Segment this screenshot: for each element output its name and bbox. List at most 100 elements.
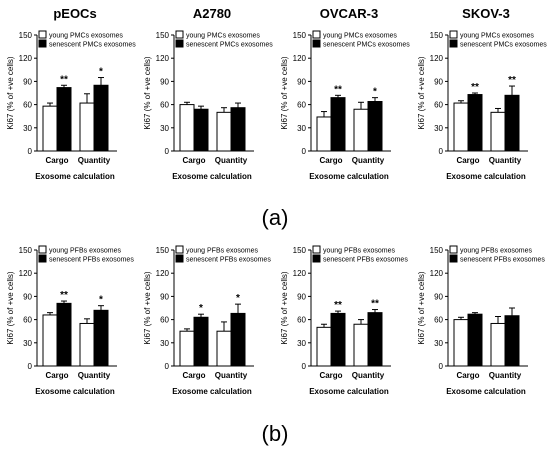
chart-6-bar-cargo-senescent xyxy=(193,316,209,367)
chart-1-bar-cargo-young xyxy=(42,105,58,152)
chart-6-bar-quantity-young xyxy=(216,330,232,367)
chart-4-significance-cargo: ** xyxy=(471,82,479,93)
chart-4-ytick-label: 90 xyxy=(434,77,443,86)
chart-1-ylabel: Ki67 (% of +ve cells) xyxy=(6,56,15,129)
chart-1-ytick-label: 120 xyxy=(19,54,33,63)
chart-2-legend-label-young: young PMCs exosomes xyxy=(186,33,260,40)
chart-2-xlabel: Exosome calculation xyxy=(172,172,252,181)
chart-7-xlabel: Exosome calculation xyxy=(309,387,389,396)
chart-1-legend-swatch-young xyxy=(38,30,47,39)
chart-2-ylabel: Ki67 (% of +ve cells) xyxy=(143,56,152,129)
chart-2-ytick-label: 60 xyxy=(160,101,169,110)
chart-3-ytick-label: 60 xyxy=(297,101,306,110)
chart-3-ytick-label: 30 xyxy=(297,124,306,133)
chart-5-ytick-label: 60 xyxy=(23,316,32,325)
chart-4-ytick-label: 30 xyxy=(434,124,443,133)
chart-7-category-quantity: Quantity xyxy=(352,371,385,380)
chart-4-xlabel: Exosome calculation xyxy=(446,172,526,181)
chart-7-ytick-label: 90 xyxy=(297,292,306,301)
chart-8-ytick-label: 30 xyxy=(434,339,443,348)
chart-1-bar-quantity-senescent xyxy=(93,84,109,152)
chart-8-ytick-label: 150 xyxy=(430,246,444,255)
chart-5-legend-label-young: young PFBs exosomes xyxy=(49,248,121,255)
chart-3-legend-label-young: young PMCs exosomes xyxy=(323,33,397,40)
panel-label-b: (b) xyxy=(262,421,289,446)
chart-4-legend-swatch-young xyxy=(449,30,458,39)
chart-5-ytick-label: 120 xyxy=(19,269,33,278)
chart-5-significance-quantity: * xyxy=(99,295,103,306)
chart-8-ylabel: Ki67 (% of +ve cells) xyxy=(417,271,426,344)
chart-4-significance-quantity: ** xyxy=(508,75,516,86)
chart-5-ytick-label: 150 xyxy=(19,246,33,255)
chart-2-legend-label-senescent: senescent PMCs exosomes xyxy=(186,42,273,49)
chart-4-bar-quantity-senescent xyxy=(504,94,520,152)
chart-7-bar-quantity-young xyxy=(353,323,369,367)
chart-7-legend-label-senescent: senescent PFBs exosomes xyxy=(323,257,408,264)
chart-5-bar-cargo-senescent xyxy=(56,302,72,367)
chart-6-ytick-label: 120 xyxy=(156,269,170,278)
chart-6-legend-label-senescent: senescent PFBs exosomes xyxy=(186,257,271,264)
chart-2-category-quantity: Quantity xyxy=(215,156,248,165)
chart-2-ytick-label: 120 xyxy=(156,54,170,63)
chart-6-xlabel: Exosome calculation xyxy=(172,387,252,396)
chart-5-significance-cargo: ** xyxy=(60,290,68,301)
chart-2-ytick-label: 90 xyxy=(160,77,169,86)
chart-8-ytick-label: 0 xyxy=(439,362,444,371)
chart-6-ylabel: Ki67 (% of +ve cells) xyxy=(143,271,152,344)
chart-3-ytick-label: 150 xyxy=(293,31,307,40)
panel-label-a: (a) xyxy=(262,205,289,230)
chart-8-bar-cargo-senescent xyxy=(467,313,483,367)
chart-4-bar-cargo-young xyxy=(453,102,469,152)
chart-6-ytick-label: 60 xyxy=(160,316,169,325)
chart-7-ytick-label: 60 xyxy=(297,316,306,325)
chart-1-ytick-label: 90 xyxy=(23,77,32,86)
chart-6-significance-cargo: * xyxy=(199,303,203,314)
chart-4-ytick-label: 60 xyxy=(434,101,443,110)
chart-3-legend-swatch-senescent xyxy=(312,39,321,48)
chart-6-ytick-label: 30 xyxy=(160,339,169,348)
chart-6-bar-quantity-senescent xyxy=(230,312,246,367)
chart-7-significance-quantity: ** xyxy=(371,299,379,310)
chart-7-bar-quantity-senescent xyxy=(367,312,383,367)
chart-1-ytick-label: 30 xyxy=(23,124,32,133)
chart-7-legend-swatch-young xyxy=(312,245,321,254)
chart-2-bar-quantity-young xyxy=(216,111,232,152)
chart-2-ytick-label: 150 xyxy=(156,31,170,40)
chart-3-ytick-label: 120 xyxy=(293,54,307,63)
chart-1-significance-cargo: ** xyxy=(60,74,68,85)
chart-4-ytick-label: 0 xyxy=(439,147,444,156)
chart-1-ytick-label: 150 xyxy=(19,31,33,40)
chart-7-significance-cargo: ** xyxy=(334,300,342,311)
chart-3-bar-quantity-young xyxy=(353,108,369,152)
chart-2-legend-swatch-senescent xyxy=(175,39,184,48)
chart-3-legend-label-senescent: senescent PMCs exosomes xyxy=(323,42,410,49)
chart-6-ytick-label: 150 xyxy=(156,246,170,255)
chart-7-bar-cargo-young xyxy=(316,326,332,367)
chart-4-bar-quantity-young xyxy=(490,111,506,152)
chart-1-ytick-label: 60 xyxy=(23,101,32,110)
chart-4-ytick-label: 150 xyxy=(430,31,444,40)
chart-5-bar-cargo-young xyxy=(42,314,58,367)
chart-8-legend-label-young: young PFBs exosomes xyxy=(460,248,532,255)
chart-5-ytick-label: 0 xyxy=(28,362,33,371)
chart-3-ytick-label: 0 xyxy=(302,147,307,156)
chart-5-xlabel: Exosome calculation xyxy=(35,387,115,396)
chart-6-legend-swatch-senescent xyxy=(175,254,184,263)
chart-8-category-quantity: Quantity xyxy=(489,371,522,380)
chart-3-category-quantity: Quantity xyxy=(352,156,385,165)
chart-2-category-cargo: Cargo xyxy=(182,156,205,165)
chart-4-legend-label-young: young PMCs exosomes xyxy=(460,33,534,40)
charts-layer: pEOCs 0 30 60 90 120 150 Ki67 (% of +ve cells) *… xyxy=(6,6,547,396)
chart-4-legend-label-senescent: senescent PMCs exosomes xyxy=(460,42,547,49)
chart-4-ylabel: Ki67 (% of +ve cells) xyxy=(417,56,426,129)
chart-1-bar-quantity-young xyxy=(79,102,95,152)
chart-1-xlabel: Exosome calculation xyxy=(35,172,115,181)
chart-3-xlabel: Exosome calculation xyxy=(309,172,389,181)
chart-8-bar-quantity-young xyxy=(490,322,506,367)
chart-5-ytick-label: 30 xyxy=(23,339,32,348)
chart-7-ytick-label: 120 xyxy=(293,269,307,278)
chart-2-title: A2780 xyxy=(193,6,231,21)
chart-5-legend-swatch-senescent xyxy=(38,254,47,263)
chart-5-bar-quantity-senescent xyxy=(93,309,109,367)
chart-6-category-quantity: Quantity xyxy=(215,371,248,380)
